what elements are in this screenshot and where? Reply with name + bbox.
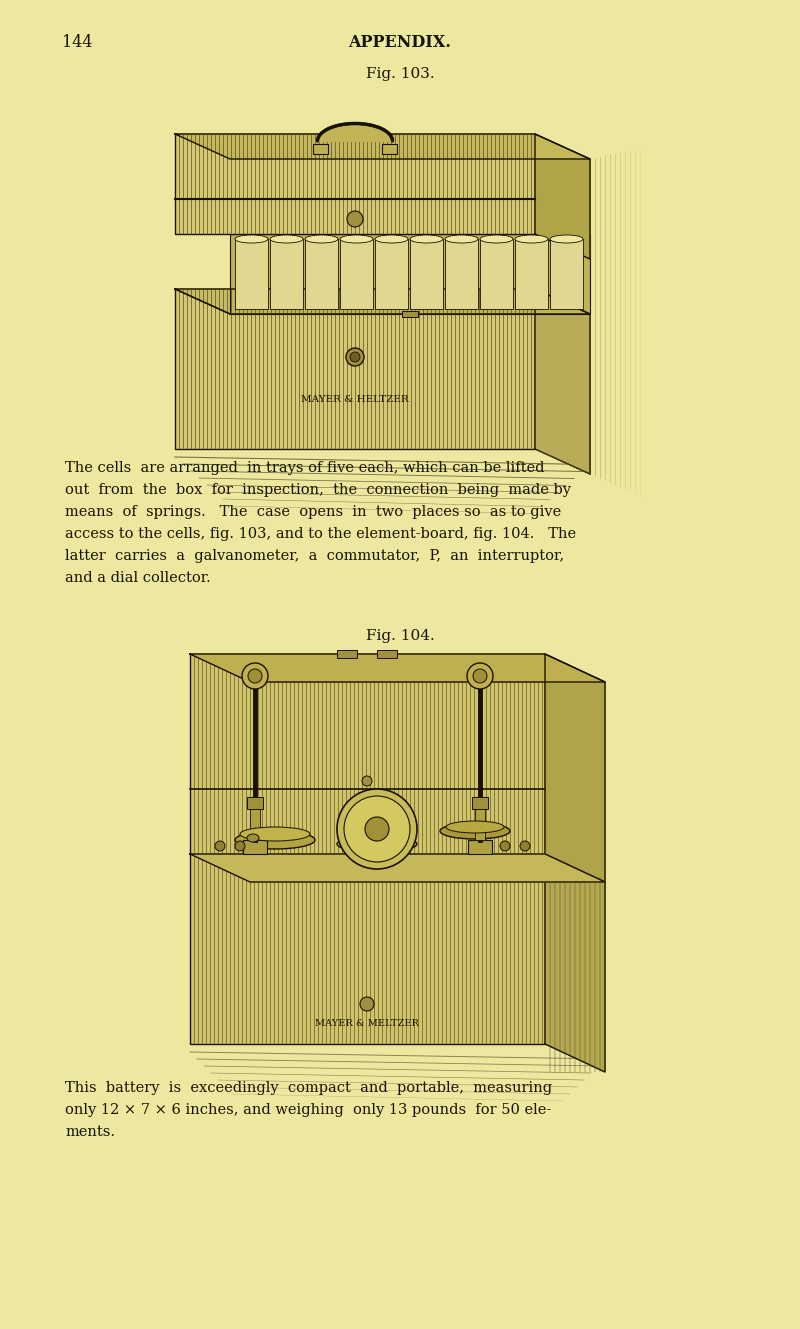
Bar xyxy=(190,855,545,1045)
Bar xyxy=(270,239,303,310)
Bar xyxy=(243,840,267,855)
Bar xyxy=(375,239,408,310)
Ellipse shape xyxy=(240,827,310,841)
Ellipse shape xyxy=(337,836,417,852)
Ellipse shape xyxy=(550,235,583,243)
Polygon shape xyxy=(190,654,605,682)
Text: APPENDIX.: APPENDIX. xyxy=(349,35,451,51)
Circle shape xyxy=(347,211,363,227)
Circle shape xyxy=(350,352,360,361)
Circle shape xyxy=(467,663,493,688)
Bar xyxy=(410,239,443,310)
Ellipse shape xyxy=(446,821,504,833)
Polygon shape xyxy=(545,654,605,882)
Text: and a dial collector.: and a dial collector. xyxy=(65,571,210,585)
Text: latter  carries  a  galvanometer,  a  commutator,  P,  an  interruptor,: latter carries a galvanometer, a commuta… xyxy=(65,549,564,563)
Circle shape xyxy=(362,776,372,785)
Text: Fig. 103.: Fig. 103. xyxy=(366,66,434,81)
Ellipse shape xyxy=(410,235,443,243)
Bar xyxy=(235,239,268,310)
Ellipse shape xyxy=(247,835,259,843)
Circle shape xyxy=(360,997,374,1011)
Bar xyxy=(190,654,545,855)
Text: This  battery  is  exceedingly  compact  and  portable,  measuring: This battery is exceedingly compact and … xyxy=(65,1080,552,1095)
Ellipse shape xyxy=(440,823,510,839)
Bar xyxy=(305,239,338,310)
Bar xyxy=(402,311,418,318)
Ellipse shape xyxy=(480,235,513,243)
Text: ments.: ments. xyxy=(65,1126,115,1139)
Circle shape xyxy=(215,841,225,851)
Text: only 12 × 7 × 6 inches, and weighing  only 13 pounds  for 50 ele-: only 12 × 7 × 6 inches, and weighing onl… xyxy=(65,1103,551,1116)
Text: MAYER & HELTZER: MAYER & HELTZER xyxy=(301,395,409,404)
Bar xyxy=(475,805,485,840)
Bar xyxy=(230,234,590,314)
Text: Fig. 104.: Fig. 104. xyxy=(366,629,434,643)
Circle shape xyxy=(248,668,262,683)
Text: means  of  springs.   The  case  opens  in  two  places so  as to give: means of springs. The case opens in two … xyxy=(65,505,562,520)
Bar xyxy=(340,239,373,310)
Bar xyxy=(472,797,488,809)
Circle shape xyxy=(235,841,245,851)
Circle shape xyxy=(520,841,530,851)
Circle shape xyxy=(473,668,487,683)
Bar xyxy=(250,805,260,840)
Bar xyxy=(337,650,357,658)
Ellipse shape xyxy=(445,235,478,243)
Bar xyxy=(515,239,548,310)
Polygon shape xyxy=(545,855,605,1073)
Bar xyxy=(247,797,263,809)
Bar xyxy=(468,840,492,855)
Polygon shape xyxy=(535,288,590,474)
Bar xyxy=(377,650,397,658)
Ellipse shape xyxy=(375,235,408,243)
Text: MAYER & MELTZER: MAYER & MELTZER xyxy=(315,1019,419,1029)
Bar xyxy=(175,288,535,449)
Text: out  from  the  box  for  inspection,  the  connection  being  made by: out from the box for inspection, the con… xyxy=(65,482,571,497)
Ellipse shape xyxy=(235,831,315,849)
Circle shape xyxy=(365,817,389,841)
Circle shape xyxy=(242,663,268,688)
Bar xyxy=(480,239,513,310)
Polygon shape xyxy=(175,134,590,159)
Ellipse shape xyxy=(305,235,338,243)
Polygon shape xyxy=(175,288,590,314)
Text: The cells  are arranged  in trays of five each, which can be lifted: The cells are arranged in trays of five … xyxy=(65,461,545,474)
Text: 144: 144 xyxy=(62,35,93,51)
Polygon shape xyxy=(535,134,590,259)
Bar xyxy=(445,239,478,310)
Polygon shape xyxy=(190,855,605,882)
Ellipse shape xyxy=(235,235,268,243)
Bar xyxy=(175,134,535,234)
Ellipse shape xyxy=(515,235,548,243)
Ellipse shape xyxy=(270,235,303,243)
Circle shape xyxy=(337,789,417,869)
Bar xyxy=(550,239,583,310)
Bar xyxy=(382,144,397,154)
Text: access to the cells, fig. 103, and to the element-board, fig. 104.   The: access to the cells, fig. 103, and to th… xyxy=(65,528,576,541)
Circle shape xyxy=(500,841,510,851)
Circle shape xyxy=(346,348,364,365)
Circle shape xyxy=(344,796,410,863)
Ellipse shape xyxy=(340,235,373,243)
Bar xyxy=(313,144,328,154)
